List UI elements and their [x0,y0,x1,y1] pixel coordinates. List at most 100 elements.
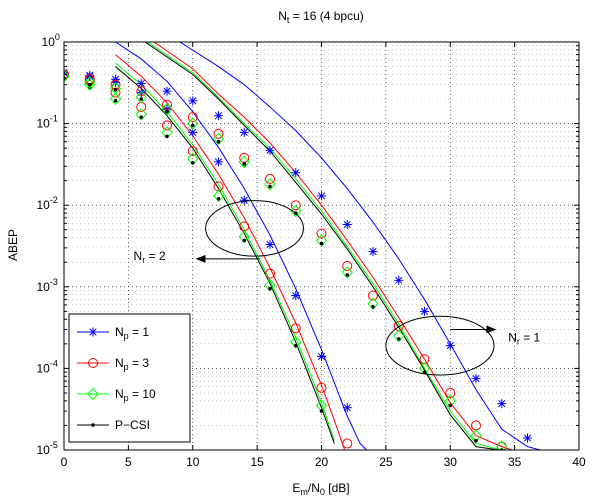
marker-diamond [496,440,508,450]
marker-star [162,86,172,96]
marker-stroke [89,328,97,336]
marker-dot [371,304,375,309]
legend: Np = 1 Np = 3 Np = 10 P−CSI [68,313,191,443]
marker-stroke [292,169,300,177]
marker-star [214,111,223,121]
plot-data [64,42,541,450]
marker-stroke [266,240,274,249]
x-tick-label: 0 [61,455,68,469]
marker-stroke [317,192,326,200]
y-tick-label: 10-3 [36,277,57,294]
marker-diamond [212,189,225,203]
marker-stroke [498,400,506,408]
marker-dot [319,241,324,246]
legend-box [68,313,191,443]
marker-stroke [214,112,223,120]
axis-ticks: 0 5 10 15 20 25 30 35 40 100 10-1 10-2 10-3 10-4 10-5 [36,32,586,469]
marker-diamond [161,102,173,116]
marker-stroke [163,87,171,95]
grid-lines [64,42,579,450]
marker-star [265,145,275,155]
marker-dot [319,409,324,413]
series-curve [147,42,502,450]
marker-dot [190,161,195,165]
marker-stroke [240,196,248,204]
marker-stroke [240,128,248,136]
marker-star [239,195,249,205]
marker-star [239,127,249,137]
marker-stroke [343,404,351,412]
marker-diamond [84,76,96,89]
marker-dot [396,337,401,341]
x-axis-label: Em/N0 [dB] [292,481,349,497]
marker-circle [162,120,172,131]
marker-diamond [290,335,302,349]
marker-star [214,157,223,167]
theory-curves [115,42,541,450]
marker-stroke [395,276,403,284]
x-tick-label: 5 [125,455,132,469]
x-tick-label: 20 [315,455,329,469]
chart-title: Nt = 16 (4 bpcu) [278,9,364,25]
marker-diamond [109,82,122,95]
marker-circle [64,69,69,80]
marker-star [497,399,507,409]
simulation-markers [64,68,532,450]
marker-stroke [137,79,145,88]
marker-circle [342,438,353,449]
legend-label: Np = 3 [115,356,149,372]
x-tick-label: 10 [186,455,200,469]
marker-stroke [343,220,351,229]
marker-circle [445,387,456,398]
marker-dot [87,82,92,87]
marker-dot [345,273,350,277]
marker-stroke [86,71,94,79]
marker-stroke [214,158,223,166]
marker-star [523,433,532,443]
marker-circle [290,323,301,334]
marker-diamond [367,297,379,310]
marker-dot [190,123,195,128]
marker-diamond [341,266,353,279]
y-tick-label: 10-1 [36,114,57,131]
marker-dot [422,370,427,374]
marker-star [88,327,98,337]
marker-circle [265,268,275,279]
marker-stroke [472,375,480,383]
marker-dot [216,139,221,144]
marker-diamond [238,155,250,169]
marker-circle [368,290,378,301]
annotation-ellipse [205,200,304,257]
annotation-ellipse [385,315,495,376]
y-axis-label: ABEP [6,229,20,261]
marker-star [291,291,301,301]
marker-circle [316,382,327,393]
annotation-label: Nr = 2 [134,249,166,265]
series-curve [153,42,513,450]
marker-diamond [238,230,250,244]
marker-stroke [111,75,120,83]
marker-dot [91,423,95,427]
marker-dot [268,184,272,189]
marker-circle [342,260,353,271]
marker-stroke [420,307,429,315]
marker-star [368,247,378,257]
legend-label: Np = 1 [115,325,149,341]
series-curve [144,42,500,450]
marker-dot [139,115,144,119]
marker-stroke [189,97,197,105]
marker-diamond [212,132,225,146]
series-curve [115,66,335,444]
marker-stroke [189,128,197,136]
marker-dot [448,403,453,408]
series-curve [179,42,541,450]
marker-stroke [523,434,532,442]
marker-star [317,351,326,361]
marker-star [471,374,481,384]
marker-diamond [135,108,147,121]
marker-dot [113,99,118,103]
marker-star [291,168,301,178]
marker-circle [136,86,147,97]
marker-stroke [292,292,300,300]
